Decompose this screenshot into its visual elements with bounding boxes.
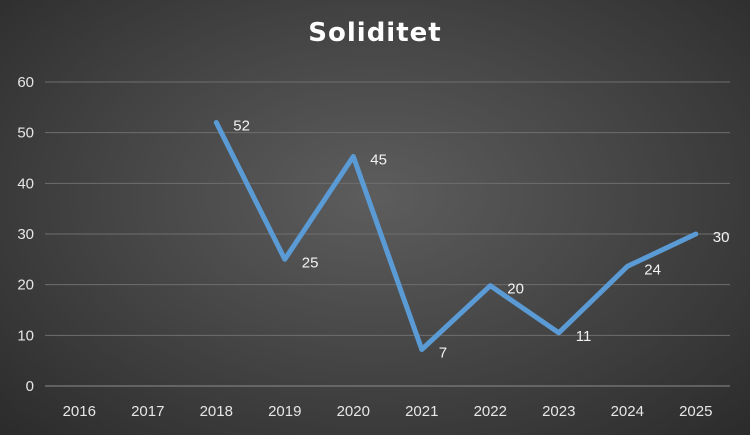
data-label: 30: [713, 229, 730, 246]
data-label: 25: [302, 254, 319, 271]
data-label: 24: [644, 261, 661, 278]
x-tick-label: 2019: [268, 403, 301, 420]
x-tick-label: 2017: [131, 403, 164, 420]
data-label: 52: [233, 118, 250, 135]
y-tick-label: 60: [17, 74, 34, 91]
x-tick-label: 2020: [337, 403, 370, 420]
x-tick-label: 2025: [679, 403, 712, 420]
y-tick-label: 30: [17, 226, 34, 243]
x-tick-label: 2022: [474, 403, 507, 420]
x-tick-label: 2023: [542, 403, 575, 420]
y-tick-label: 40: [17, 175, 34, 192]
y-tick-label: 50: [17, 125, 34, 142]
series-line: [213, 120, 699, 352]
data-labels: 52 25 45 7 20 11 24 30: [233, 118, 729, 362]
data-label: 11: [576, 328, 592, 345]
data-label: 45: [370, 151, 387, 168]
y-axis-ticks: 0 10 20 30 40 50 60: [17, 74, 34, 395]
x-tick-label: 2024: [611, 403, 644, 420]
x-tick-label: 2021: [405, 403, 438, 420]
y-tick-label: 20: [17, 277, 34, 294]
x-tick-label: 2016: [63, 403, 96, 420]
y-tick-label: 0: [26, 378, 34, 395]
gridlines: [45, 81, 730, 387]
data-label: 20: [507, 281, 524, 298]
x-axis-ticks: 2016 2017 2018 2019 2020 2021 2022 2023 2024 2025: [63, 403, 713, 420]
y-tick-label: 10: [17, 327, 34, 344]
data-label: 7: [439, 345, 447, 362]
chart-title: Soliditet: [308, 18, 442, 48]
x-tick-label: 2018: [200, 403, 233, 420]
series-line-path: [213, 120, 699, 352]
